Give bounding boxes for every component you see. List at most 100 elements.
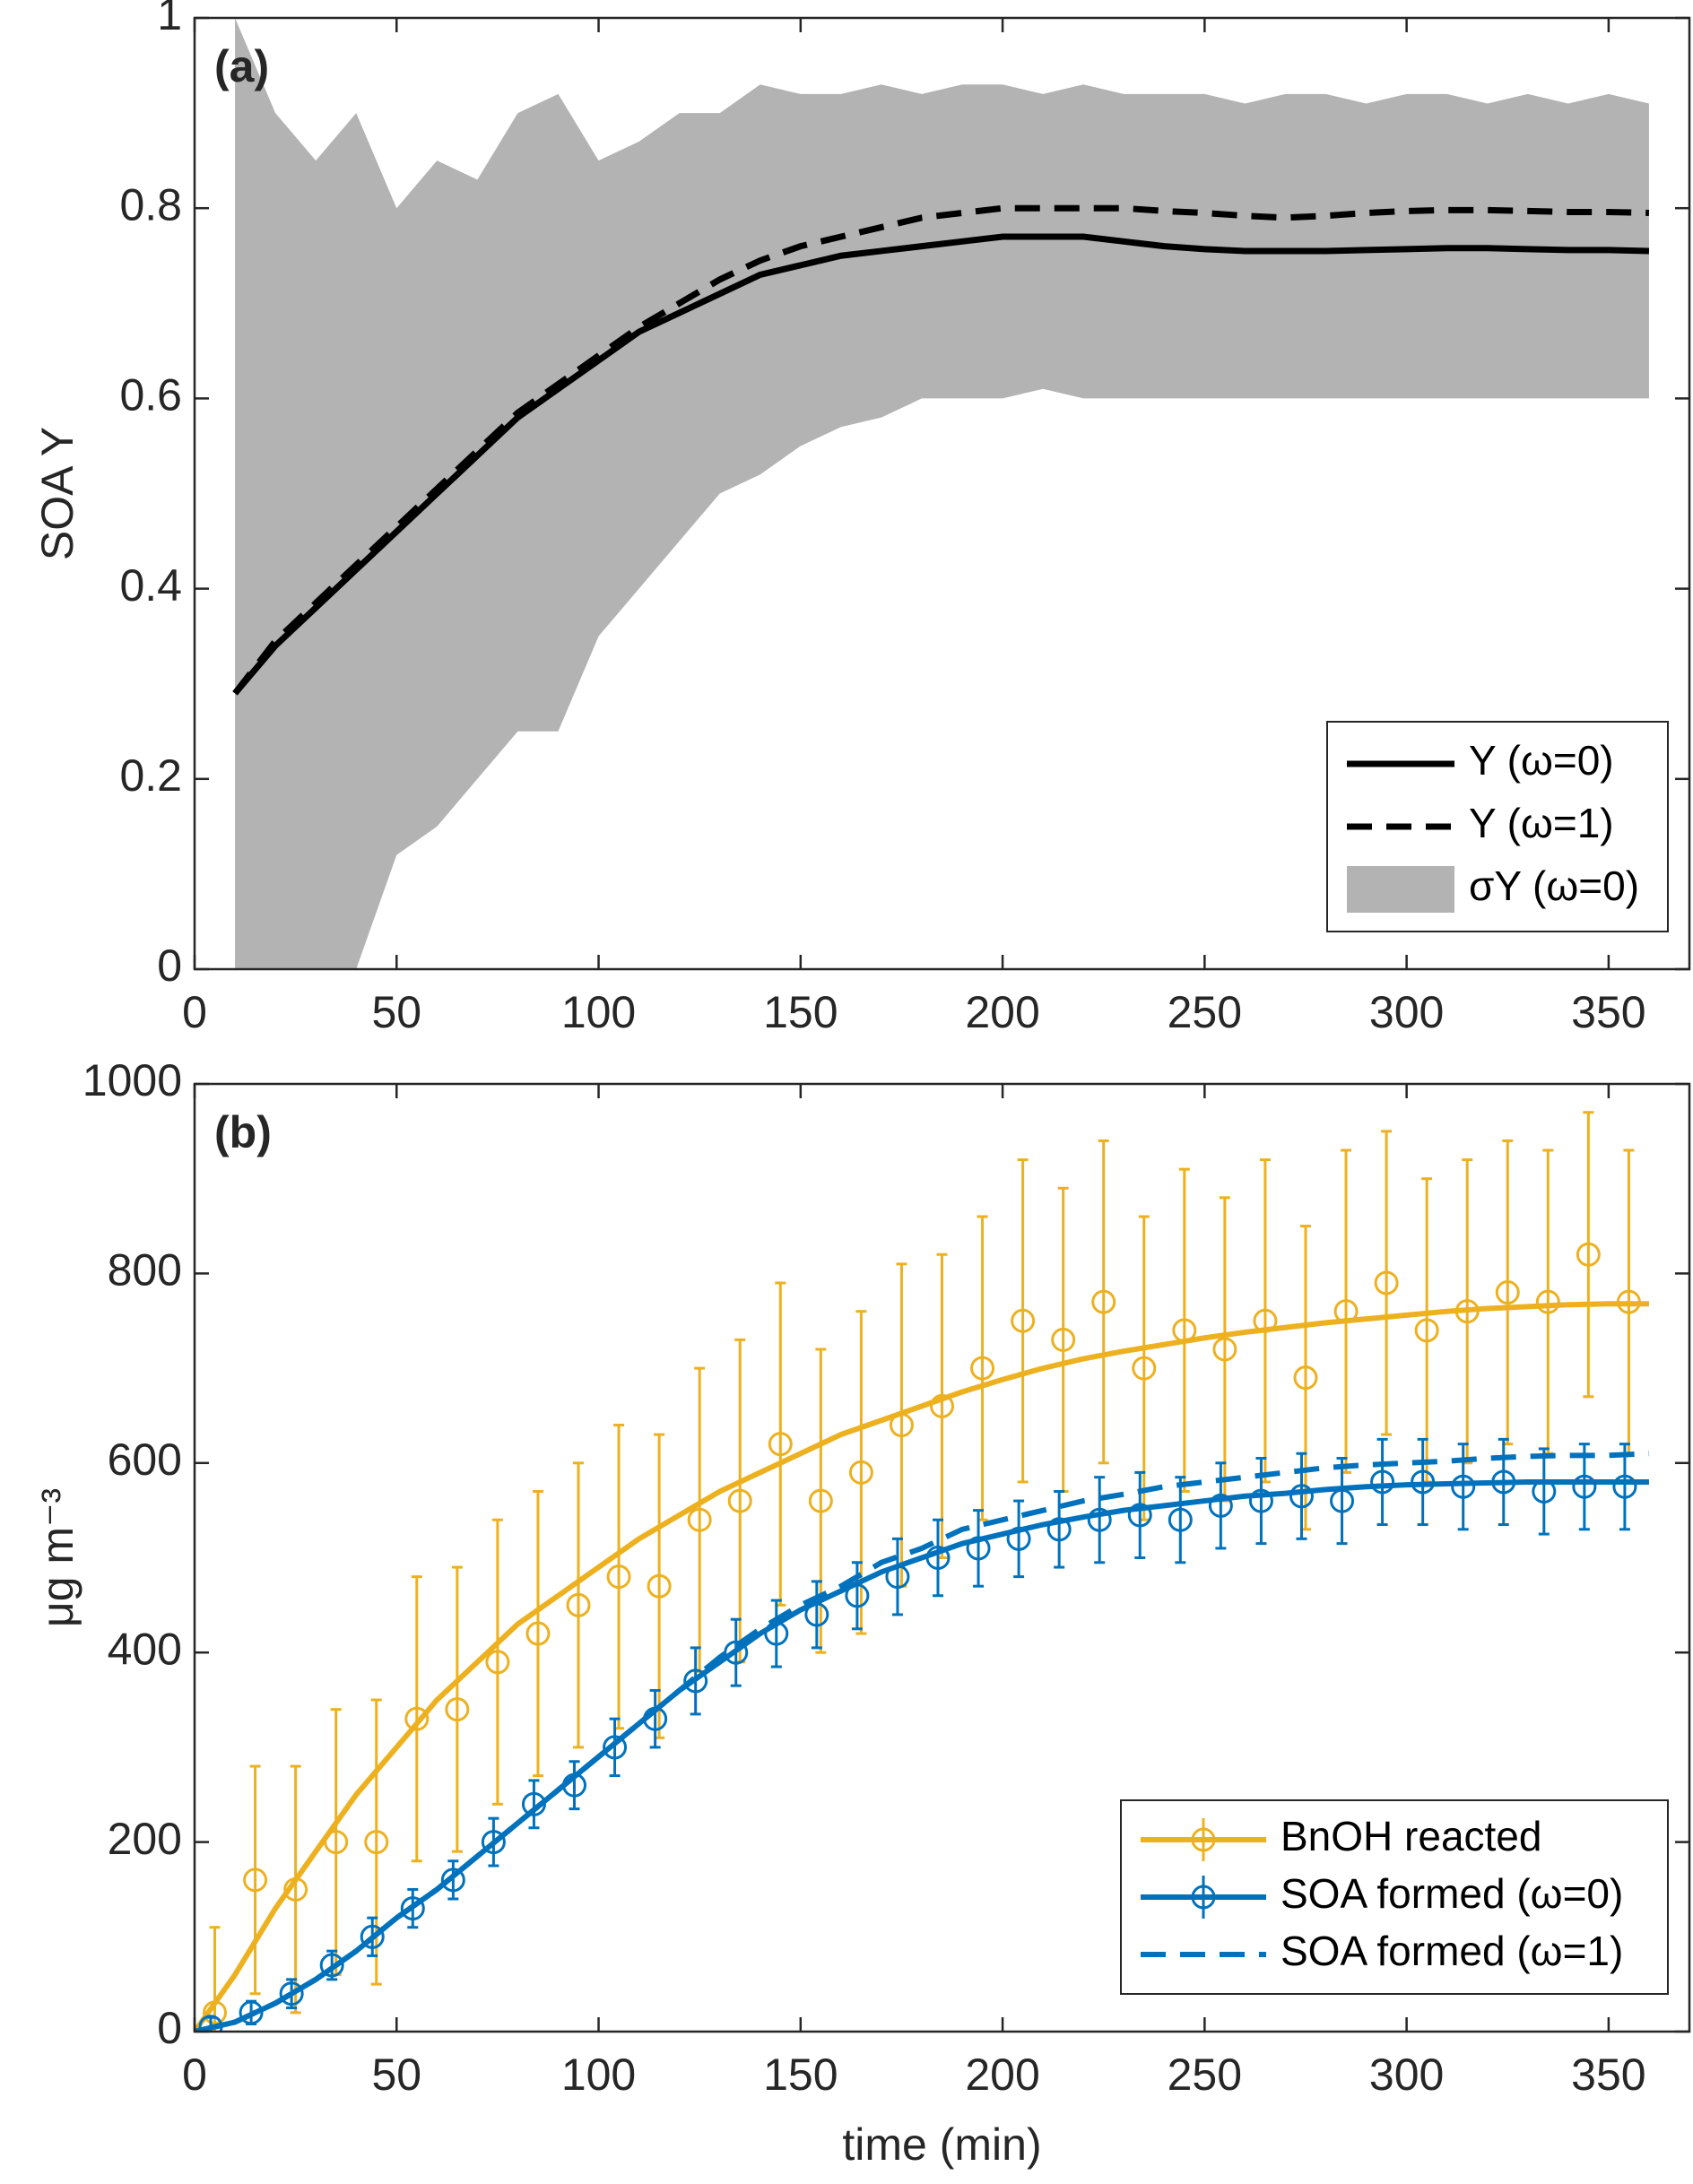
y-tick-label: 200 [108, 1814, 182, 1864]
marker [445, 1697, 470, 1722]
y-tick-label: 400 [108, 1624, 182, 1674]
marker [485, 1650, 510, 1675]
legend-label: σY (ω=0) [1469, 862, 1639, 909]
marker [1168, 1507, 1193, 1532]
y-tick-label: 0.6 [119, 370, 182, 420]
x-axis-label: time (min) [842, 2119, 1041, 2170]
series-line [232, 233, 1650, 696]
marker [440, 1868, 465, 1893]
axes-frame [193, 1082, 1691, 2033]
y-axis-label: SOA Y [32, 427, 82, 560]
marker [603, 1735, 628, 1760]
legend-label: SOA formed (ω=1) [1281, 1928, 1623, 1974]
x-tick-label: 200 [965, 987, 1039, 1037]
marker [647, 1573, 672, 1599]
marker [279, 1981, 304, 2006]
marker [848, 1460, 873, 1485]
x-tick-label: 350 [1571, 2050, 1645, 2100]
marker [1248, 1488, 1273, 1513]
marker [1374, 1270, 1399, 1296]
marker [1576, 1242, 1601, 1267]
marker [768, 1432, 793, 1457]
y-tick-label: 0 [157, 2003, 182, 2053]
legend-label: Y (ω=1) [1469, 800, 1614, 846]
marker [364, 1830, 389, 1855]
x-tick-label: 100 [561, 987, 636, 1037]
series-line [195, 1301, 1649, 2032]
marker [1293, 1365, 1318, 1391]
x-tick-label: 350 [1571, 987, 1645, 1037]
legend-swatch [1347, 866, 1454, 913]
marker [360, 1924, 385, 1949]
legend-label: SOA formed (ω=0) [1281, 1870, 1623, 1917]
marker [1451, 1474, 1476, 1499]
x-tick-label: 150 [763, 987, 838, 1037]
marker [239, 2000, 264, 2025]
marker [1289, 1484, 1314, 1509]
y-tick-label: 600 [108, 1434, 182, 1485]
axes-frame [193, 16, 1691, 971]
marker [243, 1868, 268, 1893]
panel-label: (a) [214, 41, 269, 91]
marker [1046, 1517, 1072, 1542]
x-tick-label: 50 [371, 987, 421, 1037]
marker [566, 1592, 591, 1617]
marker [1091, 1289, 1116, 1314]
marker [606, 1564, 631, 1590]
y-tick-label: 0.2 [119, 750, 182, 801]
marker [1572, 1474, 1597, 1499]
x-tick-label: 300 [1369, 2050, 1444, 2100]
legend-label: Y (ω=0) [1469, 737, 1614, 784]
x-tick-label: 200 [965, 2050, 1039, 2100]
marker [1011, 1308, 1036, 1333]
marker [1127, 1503, 1152, 1528]
panel-label: (b) [214, 1107, 272, 1157]
marker [481, 1830, 506, 1855]
series-line [232, 204, 1650, 696]
marker [727, 1488, 752, 1513]
marker [400, 1896, 425, 1921]
y-axis-label: μg m⁻³ [32, 1488, 82, 1627]
marker [1208, 1493, 1233, 1518]
marker [970, 1356, 995, 1381]
x-tick-label: 250 [1168, 2050, 1242, 2100]
x-tick-label: 300 [1369, 987, 1444, 1037]
series-line [195, 1451, 1650, 2032]
x-tick-label: 0 [182, 2050, 207, 2100]
marker [1212, 1337, 1237, 1362]
legend-label: BnOH reacted [1281, 1813, 1541, 1859]
plot-area [195, 1111, 1650, 2032]
marker [724, 1640, 749, 1665]
y-tick-label: 1000 [82, 1055, 182, 1105]
sigma-band [235, 18, 1649, 969]
y-tick-label: 0 [157, 940, 182, 991]
marker [1370, 1469, 1395, 1495]
legend-swatch [1191, 1827, 1216, 1852]
x-tick-label: 0 [182, 987, 207, 1037]
marker [930, 1393, 954, 1418]
marker [1414, 1318, 1439, 1343]
x-tick-label: 250 [1168, 987, 1242, 1037]
marker [404, 1706, 430, 1731]
legend-swatch [1191, 1885, 1216, 1910]
marker [683, 1668, 708, 1694]
x-tick-label: 150 [763, 2050, 838, 2100]
marker [808, 1488, 833, 1513]
marker [1051, 1327, 1076, 1352]
marker [687, 1507, 712, 1532]
marker [1132, 1356, 1157, 1381]
plot-area [232, 18, 1650, 969]
y-tick-label: 800 [108, 1245, 182, 1296]
marker [1087, 1507, 1112, 1532]
marker [525, 1621, 551, 1646]
marker [319, 1953, 344, 1978]
y-tick-label: 1 [157, 0, 182, 39]
marker [1535, 1289, 1560, 1314]
marker [1612, 1474, 1637, 1499]
x-tick-label: 50 [371, 2050, 421, 2100]
y-tick-label: 0.8 [119, 179, 182, 230]
marker [1495, 1280, 1520, 1305]
x-tick-label: 100 [561, 2050, 636, 2100]
